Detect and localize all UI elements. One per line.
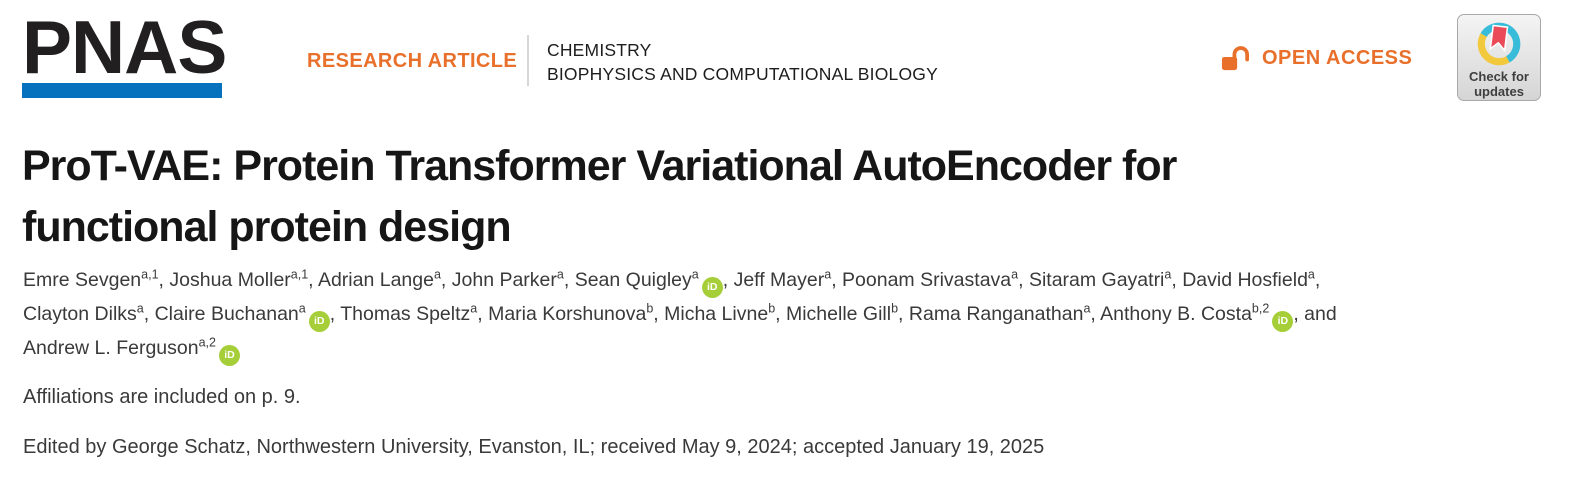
article-categories: CHEMISTRY BIOPHYSICS AND COMPUTATIONAL B… <box>547 38 938 86</box>
author-name: Micha Livneb <box>664 301 776 325</box>
author-name: Adrian Langea <box>317 267 441 291</box>
orcid-icon[interactable]: iD <box>701 277 723 298</box>
article-title-line2: functional protein design <box>22 203 512 251</box>
author-affiliation-sup: b <box>768 301 776 316</box>
author-affiliation-sup: a <box>1164 267 1172 282</box>
header-divider <box>527 35 529 86</box>
open-access-label: OPEN ACCESS <box>1262 47 1413 69</box>
author-name: John Parkera <box>451 267 564 291</box>
author-name: Michelle Gillb <box>785 301 899 325</box>
author-name: David Hosfielda <box>1182 267 1315 291</box>
author-affiliation-sup: a <box>433 267 441 282</box>
category-link-biophysics[interactable]: BIOPHYSICS AND COMPUTATIONAL BIOLOGY <box>547 64 938 84</box>
article-title: ProT-VAE: Protein Transformer Variationa… <box>22 136 1542 258</box>
open-access-badge[interactable]: OPEN ACCESS <box>1221 46 1412 71</box>
open-lock-icon <box>1221 46 1250 71</box>
check-updates-line2: updates <box>1474 84 1524 99</box>
author-affiliation-sup: a <box>136 301 144 316</box>
author-name: Rama Ranganathana <box>908 301 1091 325</box>
author-list: Emre Sevgena,1, Joshua Mollera,1, Adrian… <box>23 264 1523 366</box>
check-for-updates-label: Check for updates <box>1469 69 1529 99</box>
author-affiliation-sup: b,2 <box>1251 301 1270 316</box>
author-name: Sean Quigleya <box>574 267 699 291</box>
author-affiliation-sup: b <box>891 301 899 316</box>
author-affiliation-sup: a,1 <box>141 267 159 282</box>
author-affiliation-sup: a <box>691 267 699 282</box>
edited-by-line: Edited by George Schatz, Northwestern Un… <box>23 436 1045 458</box>
article-type-label: RESEARCH ARTICLE <box>307 50 518 72</box>
author-affiliation-sup: a <box>1307 267 1315 282</box>
author-name: Emre Sevgena,1 <box>23 267 159 291</box>
author-name: Thomas Speltza <box>340 301 478 325</box>
author-affiliation-sup: a <box>824 267 832 282</box>
check-for-updates-button[interactable]: Check for updates <box>1457 14 1541 101</box>
author-affiliation-sup: a <box>470 301 478 316</box>
author-affiliation-sup: a <box>1011 267 1019 282</box>
author-name: Poonam Srivastavaa <box>842 267 1019 291</box>
author-name: Jeff Mayera <box>733 267 832 291</box>
author-name: Joshua Mollera,1 <box>169 267 309 291</box>
author-name: Anthony B. Costab,2 <box>1100 301 1270 325</box>
author-affiliation-sup: a,1 <box>290 267 309 282</box>
author-name: Andrew L. Fergusona,2 <box>23 335 216 359</box>
crossmark-icon <box>1477 22 1521 66</box>
orcid-icon[interactable]: iD <box>219 345 240 366</box>
author-name: Claire Buchanana <box>154 301 306 325</box>
author-affiliation-sup: a <box>298 301 306 316</box>
affiliations-note: Affiliations are included on p. 9. <box>23 386 301 408</box>
author-name: Sitaram Gayatria <box>1028 267 1172 291</box>
author-affiliation-sup: b <box>646 301 654 316</box>
author-name: Clayton Dilksa <box>23 301 144 325</box>
author-affiliation-sup: a,2 <box>198 335 216 350</box>
pnas-logo-text: PNAS <box>22 5 227 89</box>
author-affiliation-sup: a <box>1083 301 1091 316</box>
pnas-logo[interactable]: PNAS <box>22 5 227 98</box>
author-name: Maria Korshunovab <box>488 301 654 325</box>
article-title-line1: ProT-VAE: Protein Transformer Variationa… <box>22 142 1177 190</box>
check-updates-line1: Check for <box>1469 69 1529 84</box>
category-link-chemistry[interactable]: CHEMISTRY <box>547 40 652 60</box>
orcid-icon[interactable]: iD <box>1272 311 1294 332</box>
orcid-icon[interactable]: iD <box>308 311 330 332</box>
author-affiliation-sup: a <box>556 267 564 282</box>
pnas-logo-bar <box>22 83 222 98</box>
